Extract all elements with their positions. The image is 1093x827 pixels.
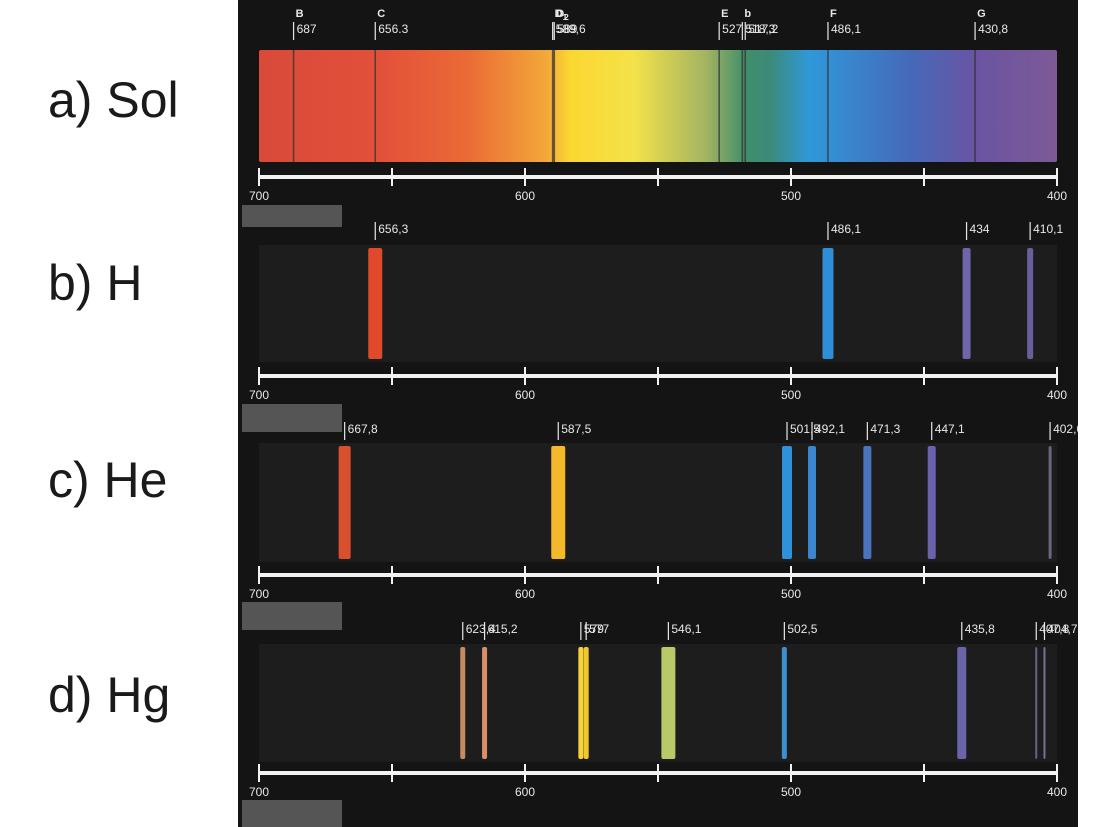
line-label-hg-1: 615,2 bbox=[488, 622, 518, 636]
axis-label-sol-1: 600 bbox=[515, 189, 535, 203]
solar-continuum-band bbox=[259, 50, 1057, 162]
line-label-he-2: 501,5 bbox=[790, 422, 820, 436]
line-label-he-6: 402,6 bbox=[1053, 422, 1078, 436]
line-label-h-3: 410,1 bbox=[1033, 222, 1063, 236]
spectra-panel: 687 B 656.3 C 589,6 D1 589 D2 527 E 518,3 b 517,2 486… bbox=[238, 0, 1078, 827]
fraunhofer-letter-0: B bbox=[296, 8, 304, 20]
axis-label-h-0: 700 bbox=[249, 388, 269, 402]
label-mercury: d) Hg bbox=[48, 667, 171, 723]
grey-patch-3 bbox=[242, 800, 342, 827]
emission-line-hg-3 bbox=[583, 647, 589, 759]
line-label-sol-5: 518,3 bbox=[745, 22, 775, 36]
emission-line-h-2 bbox=[962, 248, 971, 359]
line-label-hg-0: 623,4 bbox=[466, 622, 496, 636]
line-label-he-4: 471,3 bbox=[870, 422, 900, 436]
grey-patch-0 bbox=[242, 205, 342, 227]
line-label-he-1: 587,5 bbox=[561, 422, 591, 436]
emission-line-he-1 bbox=[551, 446, 566, 559]
axis-label-he-2: 500 bbox=[781, 587, 801, 601]
emission-line-h-3 bbox=[1027, 248, 1034, 359]
emission-band-h bbox=[259, 245, 1057, 362]
line-label-sol-2: 589,6 bbox=[556, 22, 586, 36]
emission-line-he-0 bbox=[338, 446, 351, 559]
fraunhofer-letter-8: G bbox=[977, 8, 986, 20]
line-label-hg-2: 579 bbox=[584, 622, 604, 636]
emission-line-he-3 bbox=[808, 446, 817, 559]
axis-label-he-0: 700 bbox=[249, 587, 269, 601]
line-label-sol-1: 656.3 bbox=[378, 22, 408, 36]
emission-line-h-0 bbox=[368, 248, 383, 359]
line-label-hg-8: 404,7 bbox=[1047, 622, 1077, 636]
line-label-hg-5: 502,5 bbox=[787, 622, 817, 636]
label-helium: c) He bbox=[48, 452, 168, 508]
emission-line-hg-6 bbox=[957, 647, 967, 759]
fraunhofer-letter-3: D2 bbox=[556, 8, 569, 22]
axis-label-h-3: 400 bbox=[1047, 388, 1067, 402]
grey-patch-2 bbox=[242, 602, 342, 630]
emission-line-h-1 bbox=[822, 248, 834, 359]
line-label-h-2: 434 bbox=[970, 222, 990, 236]
label-hydrogen: b) H bbox=[48, 255, 143, 311]
line-label-hg-6: 435,8 bbox=[965, 622, 995, 636]
fraunhofer-letter-5: b bbox=[744, 8, 751, 20]
line-label-hg-3: 577 bbox=[589, 622, 609, 636]
emission-line-hg-2 bbox=[578, 647, 584, 759]
label-sol: a) Sol bbox=[48, 72, 179, 128]
line-label-hg-7: 407,8 bbox=[1039, 622, 1069, 636]
row-labels-column: a) Sol b) H c) He d) Hg bbox=[0, 0, 238, 827]
emission-line-hg-5 bbox=[781, 647, 787, 759]
axis-label-he-1: 600 bbox=[515, 587, 535, 601]
axis-label-h-1: 600 bbox=[515, 388, 535, 402]
emission-line-he-6 bbox=[1048, 446, 1052, 559]
line-label-sol-6: 517,2 bbox=[748, 22, 778, 36]
axis-label-hg-0: 700 bbox=[249, 785, 269, 799]
fraunhofer-letter-4: E bbox=[721, 8, 728, 20]
axis-label-h-2: 500 bbox=[781, 388, 801, 402]
line-label-sol-7: 486,1 bbox=[831, 22, 861, 36]
emission-line-hg-0 bbox=[460, 647, 466, 759]
axis-label-hg-1: 600 bbox=[515, 785, 535, 799]
axis-label-he-3: 400 bbox=[1047, 587, 1067, 601]
emission-line-he-2 bbox=[782, 446, 793, 559]
axis-label-hg-3: 400 bbox=[1047, 785, 1067, 799]
emission-line-hg-8 bbox=[1043, 647, 1046, 759]
emission-band-he bbox=[259, 443, 1057, 562]
axis-label-hg-2: 500 bbox=[781, 785, 801, 799]
emission-line-hg-4 bbox=[661, 647, 676, 759]
line-label-he-0: 667,8 bbox=[348, 422, 378, 436]
emission-band-hg bbox=[259, 644, 1057, 762]
line-label-h-0: 656,3 bbox=[378, 222, 408, 236]
right-margin bbox=[1078, 0, 1093, 827]
axis-label-sol-2: 500 bbox=[781, 189, 801, 203]
grey-patch-1 bbox=[242, 404, 342, 432]
emission-line-hg-7 bbox=[1035, 647, 1038, 759]
emission-line-he-4 bbox=[863, 446, 872, 559]
emission-line-hg-1 bbox=[482, 647, 488, 759]
emission-line-he-5 bbox=[927, 446, 936, 559]
line-label-he-3: 492,1 bbox=[815, 422, 845, 436]
line-label-sol-8: 430,8 bbox=[978, 22, 1008, 36]
fraunhofer-letter-2: D1 bbox=[555, 8, 568, 22]
fraunhofer-letter-1: C bbox=[377, 8, 385, 20]
line-label-he-5: 447,1 bbox=[935, 422, 965, 436]
axis-label-sol-0: 700 bbox=[249, 189, 269, 203]
line-label-sol-4: 527 bbox=[722, 22, 742, 36]
line-label-h-1: 486,1 bbox=[831, 222, 861, 236]
line-label-sol-3: 589 bbox=[557, 22, 577, 36]
line-label-hg-4: 546,1 bbox=[671, 622, 701, 636]
axis-label-sol-3: 400 bbox=[1047, 189, 1067, 203]
line-label-sol-0: 687 bbox=[297, 22, 317, 36]
fraunhofer-letter-7: F bbox=[830, 8, 837, 20]
